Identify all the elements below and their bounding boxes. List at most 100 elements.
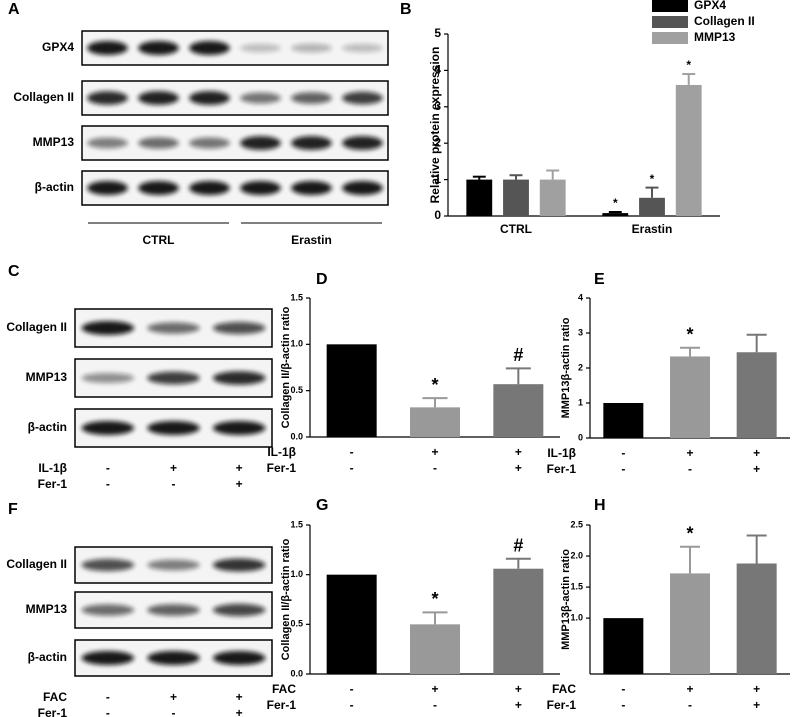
treatment-sign: + xyxy=(515,445,522,459)
blot-band xyxy=(212,371,266,385)
blot-band xyxy=(147,559,200,571)
treatment-name: IL-1β xyxy=(38,461,67,475)
blot-row-label: β-actin xyxy=(28,650,67,664)
y-tick-label: 4 xyxy=(578,292,583,302)
significance-mark: # xyxy=(513,536,523,556)
treatment-sign: + xyxy=(686,682,693,696)
y-tick-label: 0.5 xyxy=(290,619,303,629)
blot-band xyxy=(212,603,266,617)
blot-band xyxy=(81,372,135,384)
legend-label: GPX4 xyxy=(694,0,726,12)
treatment-sign: + xyxy=(170,690,177,704)
blot-row-label: β-actin xyxy=(28,420,67,434)
treatment-name: IL-1β xyxy=(267,445,296,459)
treatment-sign: + xyxy=(515,682,522,696)
y-tick-label: 1.0 xyxy=(570,613,583,623)
treatment-sign: + xyxy=(170,461,177,475)
legend-swatch xyxy=(652,32,688,44)
bar xyxy=(410,624,460,674)
treatment-sign: - xyxy=(621,446,625,460)
y-tick-label: 2.5 xyxy=(570,519,583,529)
y-tick-label: 3 xyxy=(578,327,583,337)
blot-row-label: β-actin xyxy=(35,180,74,194)
blot-band xyxy=(342,91,383,105)
legend-swatch xyxy=(652,0,688,12)
y-tick-label: 1 xyxy=(578,397,583,407)
blot-band xyxy=(212,558,266,572)
treatment-sign: - xyxy=(106,477,110,491)
x-tick-label: Erastin xyxy=(632,222,673,236)
bar xyxy=(326,344,377,437)
treatment-sign: + xyxy=(753,446,760,460)
blot-band xyxy=(189,41,230,55)
treatment-sign: + xyxy=(431,445,438,459)
legend-swatch xyxy=(652,16,688,28)
blot-row-label: Collagen II xyxy=(6,320,67,334)
treatment-sign: + xyxy=(431,682,438,696)
blot-band xyxy=(87,91,128,105)
treatment-sign: + xyxy=(236,461,243,475)
blot-box xyxy=(81,170,389,206)
bar xyxy=(736,563,777,674)
bar xyxy=(493,568,544,674)
blot-band xyxy=(291,181,332,195)
blot-band xyxy=(291,43,332,53)
bar xyxy=(493,384,544,437)
blot-row-label: GPX4 xyxy=(42,40,74,54)
blot-band xyxy=(189,91,230,105)
panel-letter: B xyxy=(400,1,412,18)
treatment-sign: - xyxy=(621,682,625,696)
blot-band xyxy=(87,41,128,55)
treatment-sign: - xyxy=(106,706,110,717)
y-tick-label: 2 xyxy=(578,362,583,372)
treatment-sign: - xyxy=(350,682,354,696)
treatment-sign: - xyxy=(106,690,110,704)
y-tick-label: 1.0 xyxy=(290,569,303,579)
bar xyxy=(326,574,377,674)
significance-mark: * xyxy=(686,324,693,344)
y-tick-label: 3 xyxy=(434,99,441,113)
blot-band xyxy=(240,92,281,104)
y-tick-label: 1.0 xyxy=(290,339,303,349)
y-axis-label: Collagen II/β-actin ratio xyxy=(280,538,292,660)
significance-mark: # xyxy=(513,345,523,365)
blot-band xyxy=(240,43,281,53)
blot-band xyxy=(147,371,200,385)
y-tick-label: 1.5 xyxy=(290,292,303,302)
treatment-sign: - xyxy=(172,477,176,491)
treatment-sign: + xyxy=(236,690,243,704)
treatment-name: IL-1β xyxy=(547,446,576,460)
significance-mark: * xyxy=(431,375,438,395)
blot-band xyxy=(81,651,135,665)
treatment-name: FAC xyxy=(272,682,296,696)
bar xyxy=(602,213,629,216)
blot-band xyxy=(212,421,266,435)
blot-band xyxy=(138,181,179,195)
blot-band xyxy=(291,92,332,104)
blot-band xyxy=(240,136,281,150)
blot-band xyxy=(342,136,383,150)
treatment-name: FAC xyxy=(552,682,576,696)
treatment-name: Fer-1 xyxy=(38,706,68,717)
blot-row-label: MMP13 xyxy=(33,135,75,149)
treatment-sign: + xyxy=(753,682,760,696)
y-tick-label: 0 xyxy=(578,432,583,442)
blot-row-label: Collagen II xyxy=(6,557,67,571)
treatment-sign: + xyxy=(236,477,243,491)
bar xyxy=(736,352,777,438)
blot-band xyxy=(138,41,179,55)
blot-band xyxy=(81,604,135,616)
blot-band xyxy=(147,651,200,665)
treatment-sign: - xyxy=(433,461,437,475)
blot-row-label: MMP13 xyxy=(26,602,68,616)
significance-mark: * xyxy=(686,58,691,72)
treatment-sign: - xyxy=(350,698,354,712)
blot-row-label: MMP13 xyxy=(26,370,68,384)
y-tick-label: 5 xyxy=(434,26,441,40)
blot-band xyxy=(212,321,266,335)
treatment-name: Fer-1 xyxy=(267,461,297,475)
y-axis-label: MMP13β-actin ratio xyxy=(560,317,572,418)
blot-band xyxy=(240,181,281,195)
bar xyxy=(539,179,566,216)
